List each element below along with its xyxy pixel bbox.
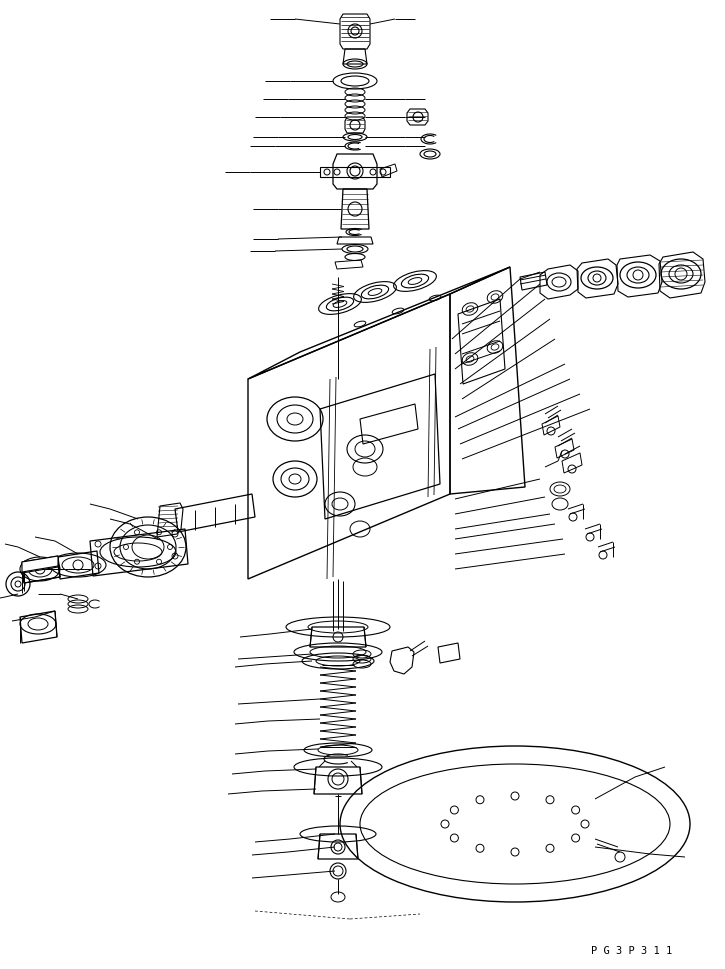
Polygon shape <box>22 556 58 574</box>
Text: P G 3 P 3 1 1: P G 3 P 3 1 1 <box>591 945 672 955</box>
